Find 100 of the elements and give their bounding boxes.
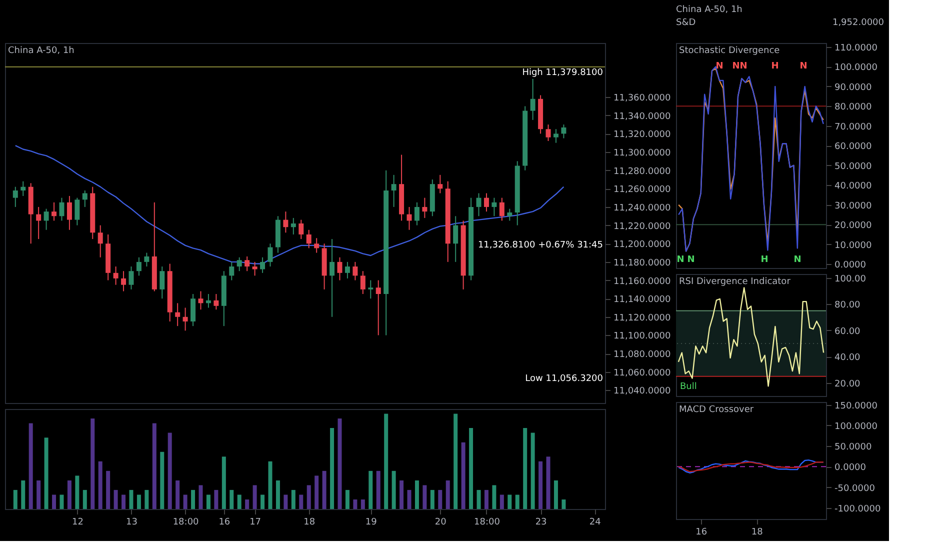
bar bbox=[276, 480, 280, 509]
annotation: N bbox=[676, 255, 684, 265]
y-tick-label: 150.0000 bbox=[834, 401, 878, 412]
category-label: 24 bbox=[589, 518, 601, 528]
bar bbox=[136, 494, 141, 509]
bar bbox=[198, 485, 203, 509]
candlestick bbox=[244, 256, 250, 272]
annotation: N bbox=[740, 62, 748, 72]
bar bbox=[98, 461, 102, 509]
bar bbox=[484, 490, 488, 509]
y-tick-label: 20.00 bbox=[834, 379, 861, 390]
category-label: 16 bbox=[218, 518, 230, 528]
candlestick bbox=[66, 195, 72, 230]
candlestick bbox=[12, 186, 18, 208]
bar bbox=[500, 494, 504, 509]
y-tick-label: -100.0000 bbox=[834, 504, 881, 514]
y-tick-label: 30.0000 bbox=[834, 201, 872, 212]
candlestick bbox=[136, 256, 142, 276]
category-label: 20 bbox=[434, 518, 446, 528]
annotation: High 11,379.8100 bbox=[522, 68, 604, 78]
candlestick bbox=[476, 192, 482, 217]
bar bbox=[338, 418, 342, 509]
bar bbox=[430, 490, 434, 509]
category-label: 18 bbox=[304, 518, 316, 528]
candlestick bbox=[290, 217, 296, 235]
bar bbox=[230, 490, 234, 509]
bar bbox=[523, 428, 528, 509]
bar bbox=[168, 432, 172, 509]
chart-title: Stochastic Divergence bbox=[679, 46, 780, 56]
candlestick bbox=[74, 197, 80, 226]
y-tick-label: 100.00 bbox=[834, 274, 866, 284]
candlestick bbox=[236, 256, 242, 272]
bar bbox=[446, 480, 450, 509]
category-label: 18:00 bbox=[474, 518, 500, 528]
y-tick-label: 11,080.0000 bbox=[614, 350, 672, 360]
candlestick bbox=[113, 266, 118, 286]
bar bbox=[52, 494, 56, 509]
candlestick bbox=[206, 293, 211, 308]
bar bbox=[28, 423, 33, 509]
candlestick bbox=[561, 124, 566, 139]
bar bbox=[546, 456, 550, 509]
candlestick bbox=[59, 197, 64, 222]
bar bbox=[562, 499, 566, 509]
text: 1,952.0000 bbox=[832, 18, 884, 28]
bar bbox=[454, 414, 458, 509]
candlestick bbox=[438, 174, 443, 194]
bar bbox=[306, 485, 311, 509]
bar bbox=[82, 490, 87, 509]
candlestick bbox=[283, 211, 288, 234]
y-tick-label: 100.0000 bbox=[834, 422, 878, 432]
y-tick-label: 11,220.0000 bbox=[614, 222, 672, 232]
bar bbox=[152, 423, 156, 509]
bar bbox=[422, 485, 427, 509]
candlestick bbox=[330, 238, 335, 318]
bar bbox=[368, 470, 373, 509]
bar bbox=[508, 494, 512, 509]
bar bbox=[538, 461, 543, 509]
annotation: 11,326.8100 +0.67% 31:45 bbox=[478, 240, 603, 251]
y-tick-label: 11,100.0000 bbox=[614, 332, 672, 342]
candlestick bbox=[198, 290, 204, 310]
bar bbox=[252, 485, 257, 509]
bar bbox=[191, 490, 196, 509]
candlestick bbox=[20, 180, 26, 196]
bar bbox=[407, 490, 412, 509]
bar bbox=[90, 418, 95, 509]
bar bbox=[206, 494, 210, 509]
bar bbox=[176, 480, 180, 509]
candlestick bbox=[160, 266, 165, 300]
candlestick bbox=[546, 124, 551, 142]
y-tick-label: 11,060.0000 bbox=[614, 368, 672, 378]
candlestick bbox=[422, 197, 428, 218]
bar bbox=[384, 414, 388, 509]
candlestick bbox=[337, 256, 342, 281]
bar bbox=[21, 480, 26, 509]
candlestick bbox=[391, 174, 396, 208]
bar bbox=[360, 499, 365, 509]
bar bbox=[469, 428, 474, 509]
y-tick-label: 11,040.0000 bbox=[614, 386, 672, 397]
y-tick-label: 0.0000 bbox=[834, 463, 866, 474]
y-tick-label: 11,280.0000 bbox=[614, 166, 672, 177]
bar bbox=[284, 494, 288, 509]
candlestick bbox=[453, 216, 458, 262]
bar bbox=[353, 499, 358, 509]
annotation: Low 11,056.3200 bbox=[525, 374, 604, 384]
bar bbox=[268, 461, 272, 509]
bar bbox=[400, 480, 404, 509]
annotation: N bbox=[800, 62, 808, 72]
bar bbox=[492, 485, 496, 509]
annotation: N bbox=[732, 62, 740, 72]
candlestick bbox=[52, 202, 57, 222]
bar bbox=[122, 494, 126, 509]
bar bbox=[144, 490, 149, 509]
y-tick-label: 20.0000 bbox=[834, 221, 872, 232]
bar bbox=[214, 490, 218, 509]
bar bbox=[530, 432, 535, 509]
bar bbox=[60, 494, 64, 509]
bar bbox=[183, 494, 188, 509]
bar bbox=[376, 470, 380, 509]
candlestick bbox=[484, 192, 489, 212]
bar bbox=[476, 490, 481, 509]
